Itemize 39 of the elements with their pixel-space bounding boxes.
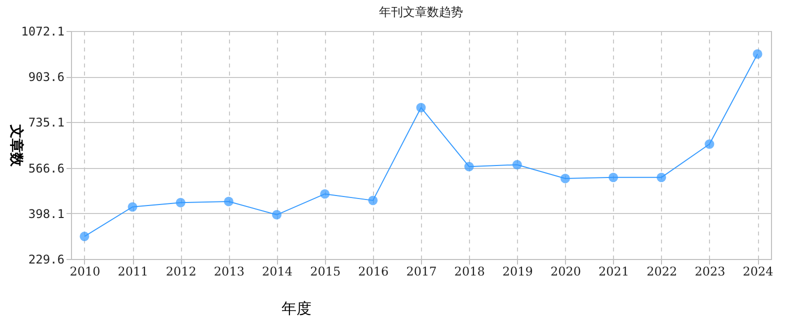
point [704, 139, 714, 149]
x-tick-label: 2017 [406, 264, 437, 278]
x-tick-label: 2020 [550, 264, 582, 278]
point [752, 49, 762, 59]
x-tick-label: 2022 [646, 264, 678, 278]
y-axis-title: 文章数 [8, 124, 26, 168]
y-tick-label: 566.6 [28, 161, 64, 176]
x-tick-label: 2019 [502, 264, 533, 278]
x-tick-label: 2024 [742, 264, 774, 278]
point [128, 202, 138, 212]
x-tick-label: 2013 [214, 264, 244, 278]
point [272, 210, 282, 220]
point [656, 172, 666, 182]
y-tick-label: 398.1 [28, 206, 64, 221]
x-tick-label: 2023 [694, 264, 726, 278]
point [512, 160, 522, 170]
point [320, 189, 330, 199]
x-tick-label: 2016 [358, 264, 389, 278]
x-tick-label: 2010 [70, 264, 100, 278]
y-tick-label: 1072.1 [21, 24, 64, 38]
y-tick-label: 903.6 [28, 70, 64, 84]
point [176, 198, 186, 208]
point [80, 232, 90, 242]
y-tick-label: 229.6 [28, 252, 64, 266]
x-tick-label: 2014 [262, 264, 293, 278]
point [368, 196, 378, 206]
point [464, 162, 474, 172]
point [224, 196, 234, 206]
chart-title: 年刊文章数趋势 [379, 5, 463, 19]
x-tick-label: 2015 [310, 264, 341, 278]
x-tick-label: 2011 [118, 264, 148, 278]
point [416, 102, 426, 112]
y-tick-label: 735.1 [28, 116, 64, 130]
point [608, 172, 618, 182]
x-tick-label: 2021 [598, 264, 630, 278]
x-tick-label: 2012 [166, 264, 196, 278]
point [560, 174, 570, 184]
x-tick-label: 2018 [454, 264, 485, 278]
x-axis-title: 年度 [282, 300, 312, 318]
